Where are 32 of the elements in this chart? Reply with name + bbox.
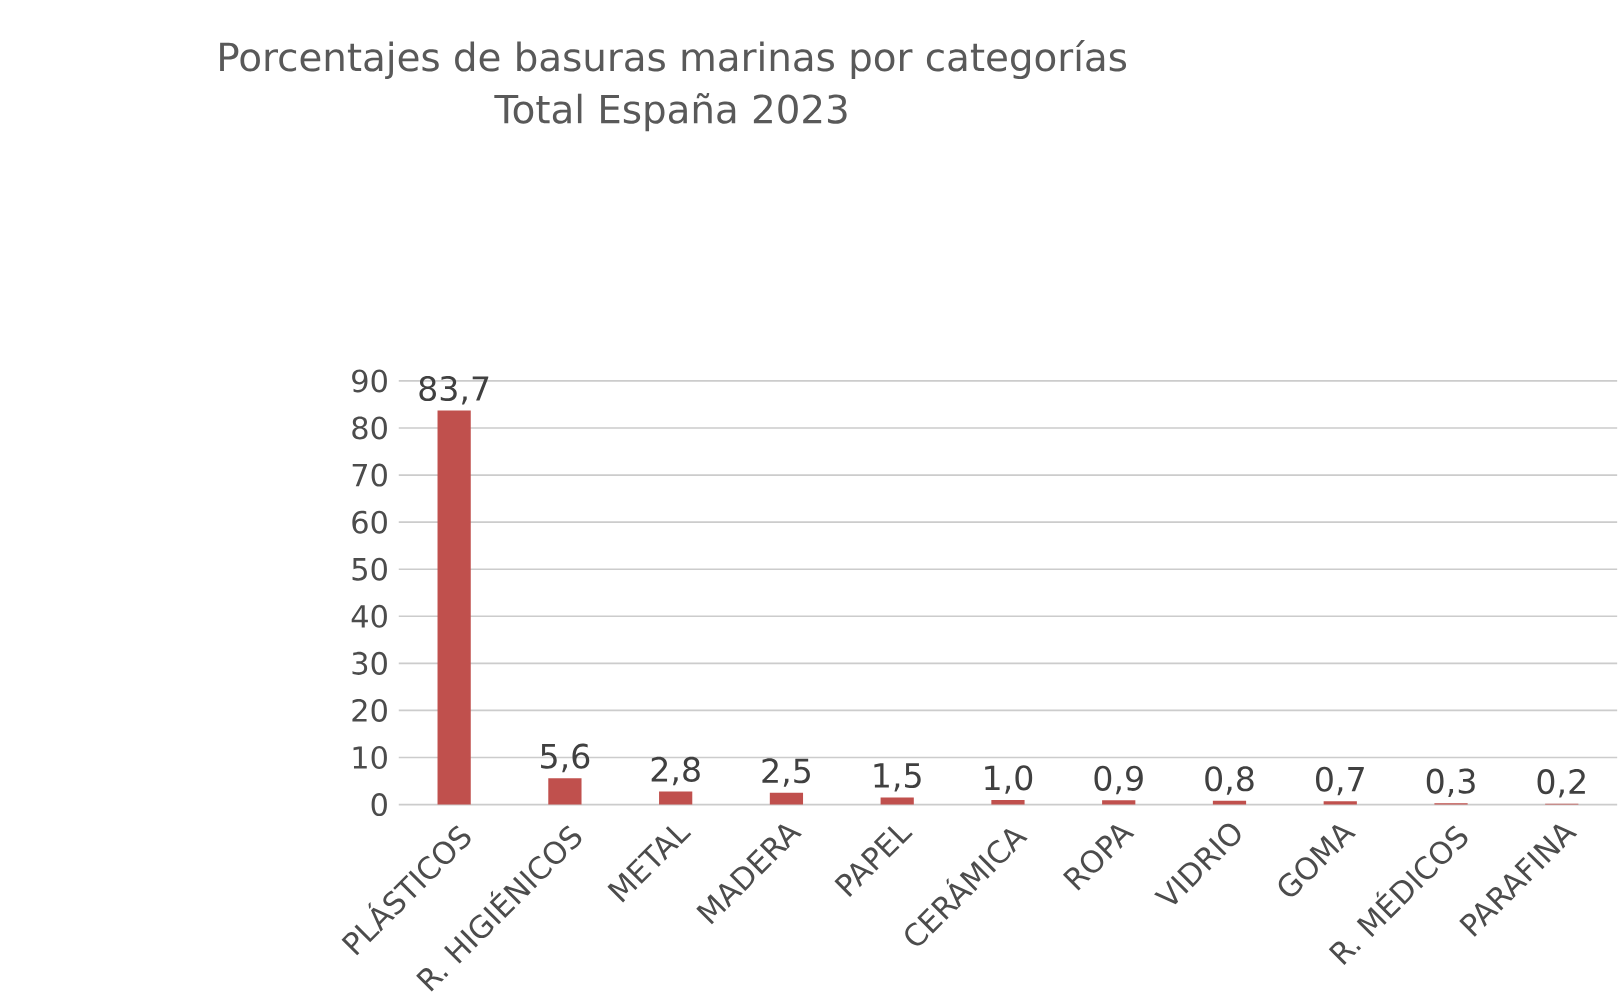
data-label: 83,7 xyxy=(419,375,489,405)
y-tick-label: 20 xyxy=(352,698,387,722)
data-label: 2,8 xyxy=(651,756,700,786)
y-tick-label: 90 xyxy=(352,369,387,393)
bar xyxy=(1323,801,1357,805)
data-label: 2,5 xyxy=(762,758,810,787)
bar xyxy=(659,791,693,805)
y-tick-label: 40 xyxy=(351,604,387,628)
bar xyxy=(1212,800,1247,805)
bar xyxy=(1102,800,1136,805)
data-label: 0,8 xyxy=(1205,766,1254,795)
data-label: 0,2 xyxy=(1537,769,1585,798)
chart-title: Porcentajes de basuras marinas por categorías xyxy=(220,40,1127,80)
y-tick-label: 70 xyxy=(352,463,387,487)
data-label: 1,0 xyxy=(985,765,1033,794)
data-label: 0,7 xyxy=(1316,766,1364,796)
y-tick-label: 50 xyxy=(352,557,387,581)
data-label: 0,9 xyxy=(1094,765,1143,795)
y-tick-label: 10 xyxy=(353,746,387,770)
data-label: 1,5 xyxy=(874,763,921,792)
y-tick-label: 0 xyxy=(371,793,387,817)
bar xyxy=(880,797,914,805)
bar xyxy=(991,799,1025,805)
y-tick-label: 60 xyxy=(352,510,387,534)
chart-subtitle: Total España 2023 xyxy=(494,93,847,132)
y-tick-label: 80 xyxy=(352,416,387,440)
y-tick-label: 30 xyxy=(352,651,387,675)
data-label: 0,3 xyxy=(1426,768,1475,798)
bar xyxy=(769,792,804,805)
data-label: 5,6 xyxy=(541,743,590,773)
bar xyxy=(548,778,582,805)
bar xyxy=(437,410,471,805)
